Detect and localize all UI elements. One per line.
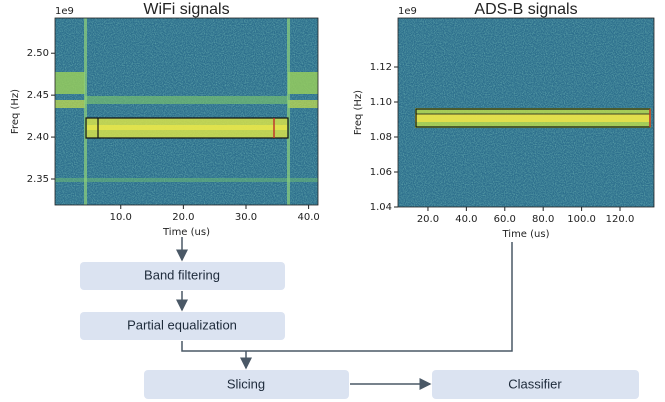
x-tick-label: 40.0 <box>455 214 477 225</box>
node-label: Slicing <box>227 376 265 391</box>
wifi-spectrogram <box>54 17 319 206</box>
node-box <box>144 370 349 399</box>
x-tick-label: 80.0 <box>532 214 554 225</box>
x-axis-label: Time (us) <box>501 229 549 240</box>
x-tick-label: 10.0 <box>110 212 132 223</box>
x-tick-label: 40.0 <box>297 212 319 223</box>
x-tick-label: 20.0 <box>417 214 439 225</box>
node-box <box>432 370 639 399</box>
flow-nodes: Band filtering Partial equalization Slic… <box>80 262 639 399</box>
offset-label: 1e9 <box>55 6 74 17</box>
x-axis-label: Time (us) <box>162 227 210 238</box>
y-tick-label: 1.08 <box>370 132 392 143</box>
x-tick-label: 60.0 <box>494 214 516 225</box>
node-label: Classifier <box>508 376 562 391</box>
node-label: Band filtering <box>144 267 220 282</box>
y-axis-label: Freq (Hz) <box>10 89 21 134</box>
offset-label: 1e9 <box>398 6 417 17</box>
panel-title: ADS-B signals <box>474 1 577 18</box>
x-tick-label: 100.0 <box>567 214 596 225</box>
node-box <box>80 262 285 290</box>
node-box <box>80 312 285 340</box>
y-tick-label: 2.40 <box>27 132 49 143</box>
y-tick-label: 2.35 <box>27 174 49 185</box>
x-tick-label: 30.0 <box>235 212 257 223</box>
x-tick-label: 120.0 <box>606 214 635 225</box>
y-tick-label: 1.10 <box>370 97 392 108</box>
y-tick-label: 1.12 <box>370 62 392 73</box>
y-tick-label: 1.04 <box>370 202 392 213</box>
y-tick-label: 1.06 <box>370 167 392 178</box>
flow-arrows <box>176 237 513 390</box>
y-tick-label: 2.45 <box>27 90 49 101</box>
panel-title: WiFi signals <box>143 1 229 18</box>
y-axis-label: Freq (Hz) <box>353 90 364 135</box>
y-tick-label: 2.50 <box>27 48 49 59</box>
adsb-spectrogram <box>397 17 655 208</box>
x-tick-label: 20.0 <box>172 212 194 223</box>
node-label: Partial equalization <box>127 317 237 332</box>
